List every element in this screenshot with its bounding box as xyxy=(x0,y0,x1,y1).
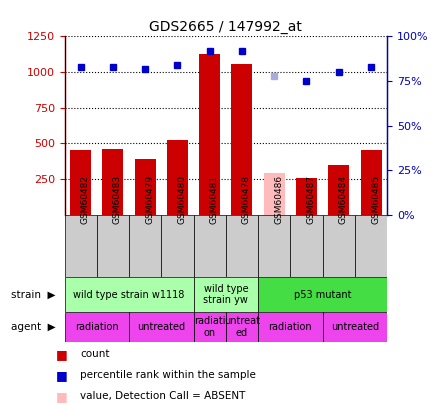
Text: GSM60485: GSM60485 xyxy=(371,175,380,224)
Text: GSM60483: GSM60483 xyxy=(113,175,122,224)
Text: radiati
on: radiati on xyxy=(194,316,226,338)
Text: value, Detection Call = ABSENT: value, Detection Call = ABSENT xyxy=(80,392,246,401)
Bar xyxy=(129,215,162,277)
Text: GSM60478: GSM60478 xyxy=(242,175,251,224)
Bar xyxy=(296,178,317,215)
Bar xyxy=(328,165,349,215)
Text: untreated: untreated xyxy=(331,322,379,332)
Bar xyxy=(129,312,194,342)
Text: ■: ■ xyxy=(56,348,67,361)
Text: agent  ▶: agent ▶ xyxy=(11,322,56,332)
Text: GSM60487: GSM60487 xyxy=(307,175,316,224)
Text: wild type strain w1118: wild type strain w1118 xyxy=(73,290,185,300)
Text: untreated: untreated xyxy=(137,322,186,332)
Bar xyxy=(97,215,129,277)
Text: percentile rank within the sample: percentile rank within the sample xyxy=(80,371,256,380)
Bar xyxy=(258,277,387,312)
Text: GSM60484: GSM60484 xyxy=(339,175,348,224)
Text: p53 mutant: p53 mutant xyxy=(294,290,352,300)
Title: GDS2665 / 147992_at: GDS2665 / 147992_at xyxy=(150,20,302,34)
Bar xyxy=(323,312,387,342)
Bar xyxy=(102,149,123,215)
Text: ■: ■ xyxy=(56,390,67,403)
Bar xyxy=(226,312,258,342)
Bar xyxy=(70,151,91,215)
Bar xyxy=(226,215,258,277)
Text: wild type
strain yw: wild type strain yw xyxy=(203,284,248,305)
Bar xyxy=(360,150,381,215)
Text: radiation: radiation xyxy=(268,322,312,332)
Bar xyxy=(291,215,323,277)
Bar xyxy=(65,215,97,277)
Bar xyxy=(135,159,156,215)
Bar xyxy=(264,173,285,215)
Text: GSM60479: GSM60479 xyxy=(145,175,154,224)
Text: GSM60486: GSM60486 xyxy=(274,175,283,224)
Text: GSM60481: GSM60481 xyxy=(210,175,218,224)
Bar xyxy=(167,140,188,215)
Bar xyxy=(162,215,194,277)
Text: GSM60482: GSM60482 xyxy=(81,175,89,224)
Bar xyxy=(258,312,323,342)
Bar xyxy=(355,215,387,277)
Bar xyxy=(231,64,252,215)
Text: GSM60480: GSM60480 xyxy=(178,175,186,224)
Bar xyxy=(258,215,291,277)
Text: ■: ■ xyxy=(56,369,67,382)
Bar xyxy=(65,277,194,312)
Bar xyxy=(65,312,129,342)
Bar xyxy=(194,312,226,342)
Text: count: count xyxy=(80,350,109,359)
Text: untreat
ed: untreat ed xyxy=(224,316,260,338)
Bar xyxy=(199,53,220,215)
Bar xyxy=(194,215,226,277)
Text: strain  ▶: strain ▶ xyxy=(11,290,56,300)
Bar xyxy=(194,277,258,312)
Bar xyxy=(323,215,355,277)
Text: radiation: radiation xyxy=(75,322,119,332)
